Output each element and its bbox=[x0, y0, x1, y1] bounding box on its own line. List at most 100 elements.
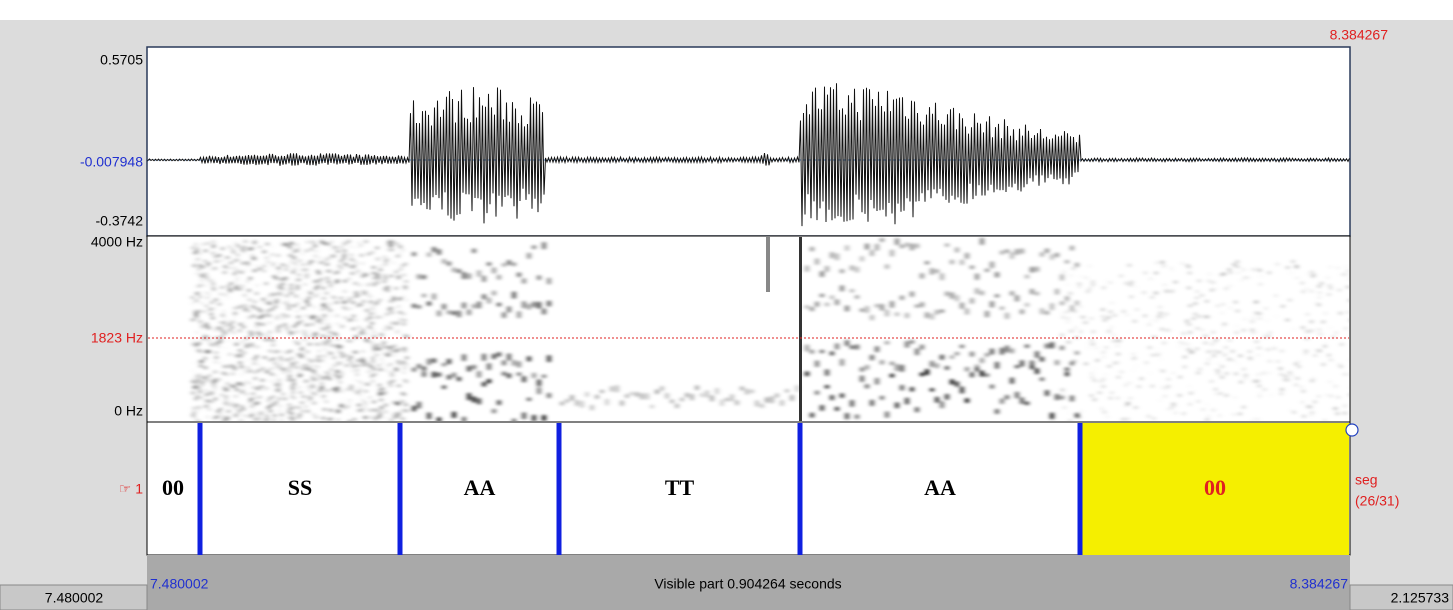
spectrogram-cell bbox=[990, 262, 994, 269]
spectrogram-cell bbox=[655, 390, 659, 394]
boundary[interactable] bbox=[1078, 423, 1083, 555]
spectrogram-cell bbox=[209, 308, 213, 311]
spectrogram-cell bbox=[1223, 323, 1227, 326]
spectrogram-cell bbox=[281, 263, 285, 266]
spectrogram-cell bbox=[1207, 350, 1211, 353]
spectrogram-cell bbox=[417, 364, 421, 368]
spectrogram-cell bbox=[280, 290, 284, 293]
spectrogram-cell bbox=[255, 284, 259, 287]
spectrogram-cell bbox=[322, 342, 326, 345]
spectrogram-cell bbox=[211, 252, 215, 255]
spectrogram-cell bbox=[547, 393, 551, 398]
spectrogram-cell bbox=[1263, 333, 1267, 336]
spectrogram-cell bbox=[204, 291, 208, 294]
spectrogram-cell bbox=[487, 298, 491, 304]
spectrogram-cell bbox=[224, 395, 228, 398]
spectrogram-cell bbox=[1163, 395, 1167, 398]
spectrogram-cell bbox=[1148, 372, 1152, 375]
spectrogram-cell bbox=[1248, 350, 1252, 353]
spectrogram-cell bbox=[321, 417, 325, 420]
boundary-handle[interactable] bbox=[1346, 424, 1358, 436]
spectrogram-cell bbox=[1160, 328, 1164, 331]
spectrogram-cell bbox=[1289, 409, 1293, 412]
spectrogram-cell bbox=[254, 418, 258, 421]
spectrogram-cell bbox=[325, 242, 329, 245]
spectrogram-cell bbox=[312, 402, 316, 405]
spectrogram-cell bbox=[277, 271, 281, 274]
spectrogram-cell bbox=[1178, 394, 1182, 397]
spectrogram-cell bbox=[395, 349, 399, 352]
spectrogram-cell bbox=[405, 380, 409, 383]
spectrogram-cell bbox=[427, 302, 431, 306]
spectrogram-cell bbox=[368, 396, 372, 399]
interval-label[interactable]: AA bbox=[464, 475, 496, 500]
boundary[interactable] bbox=[798, 423, 803, 555]
spectrogram-cell bbox=[293, 289, 297, 292]
boundary[interactable] bbox=[198, 423, 203, 555]
spectrogram-cell bbox=[405, 356, 409, 359]
spectrogram-cell bbox=[1235, 331, 1239, 334]
spectrogram-cell bbox=[263, 356, 267, 359]
spectrogram-cell bbox=[1025, 303, 1029, 307]
spectrogram-cell bbox=[532, 245, 536, 249]
spectrogram-cell bbox=[830, 351, 834, 355]
spectrogram-cell bbox=[1151, 354, 1155, 357]
spectrogram-cell bbox=[204, 366, 208, 369]
spectrogram-cell bbox=[990, 301, 994, 307]
spectrogram-cell bbox=[384, 263, 388, 266]
spectrogram-cell bbox=[243, 369, 247, 372]
spectrogram-cell bbox=[1343, 412, 1347, 415]
interval-label[interactable]: 00 bbox=[162, 475, 184, 500]
spectrogram-cell bbox=[302, 330, 306, 333]
spectrogram-cell bbox=[239, 246, 243, 249]
spectrogram-cell bbox=[345, 388, 349, 391]
spectrogram-cell bbox=[276, 330, 280, 333]
spectrogram-cell bbox=[1227, 358, 1231, 361]
spectrogram-cell bbox=[234, 414, 238, 417]
spectrogram-cell bbox=[289, 287, 293, 290]
tier-name[interactable]: ☞ 1 bbox=[119, 481, 143, 497]
interval-label[interactable]: 00 bbox=[1204, 475, 1226, 500]
interval-label[interactable]: TT bbox=[665, 475, 695, 500]
spectrogram-cell bbox=[885, 310, 889, 317]
spectrogram-cell bbox=[1130, 281, 1134, 284]
spectrogram-cell bbox=[522, 301, 526, 308]
spectrogram-cell bbox=[352, 351, 356, 354]
spectrogram-cell bbox=[278, 397, 282, 400]
spectrogram-cell bbox=[600, 390, 604, 393]
interval-label[interactable]: SS bbox=[288, 475, 312, 500]
spectrogram-cell bbox=[1147, 323, 1151, 326]
spectrogram-cell bbox=[1066, 320, 1070, 323]
spectrogram-cell bbox=[271, 265, 275, 268]
spectrogram-cell bbox=[1290, 374, 1294, 377]
spectrogram-cell bbox=[211, 317, 215, 320]
spectrogram-cell bbox=[193, 386, 197, 389]
spectrogram-cell bbox=[308, 343, 312, 346]
spectrogram-cell bbox=[349, 307, 353, 310]
spectrogram-cell bbox=[363, 416, 367, 419]
spectrogram-cell bbox=[1061, 316, 1065, 319]
spectrogram-cell bbox=[447, 375, 451, 380]
spectrogram-cell bbox=[1280, 350, 1284, 353]
spectrogram-cell bbox=[1104, 284, 1108, 287]
spectrogram-cell bbox=[312, 242, 316, 245]
left-total[interactable]: 7.480002 bbox=[45, 590, 104, 606]
spectrogram-cell bbox=[1091, 330, 1095, 333]
spectrogram-cell bbox=[330, 409, 334, 412]
spectrogram-cell bbox=[333, 268, 337, 271]
spectrogram-cell bbox=[194, 372, 198, 375]
spectrogram-cell bbox=[1129, 397, 1133, 400]
boundary[interactable] bbox=[557, 423, 562, 555]
boundary[interactable] bbox=[398, 423, 403, 555]
interval-label[interactable]: AA bbox=[924, 475, 956, 500]
spectrogram-cell bbox=[242, 251, 246, 254]
spectrogram-cell bbox=[1225, 372, 1229, 375]
spectrogram-cell bbox=[240, 391, 244, 394]
spectrogram-cell bbox=[373, 409, 377, 412]
spectrogram-cell bbox=[810, 350, 814, 354]
spectrogram-cell bbox=[404, 403, 408, 406]
spectrogram-cell bbox=[1340, 273, 1344, 276]
right-total[interactable]: 2.125733 bbox=[1391, 590, 1450, 606]
spectrogram-cell bbox=[245, 381, 249, 384]
waveform-panel bbox=[147, 47, 1350, 236]
